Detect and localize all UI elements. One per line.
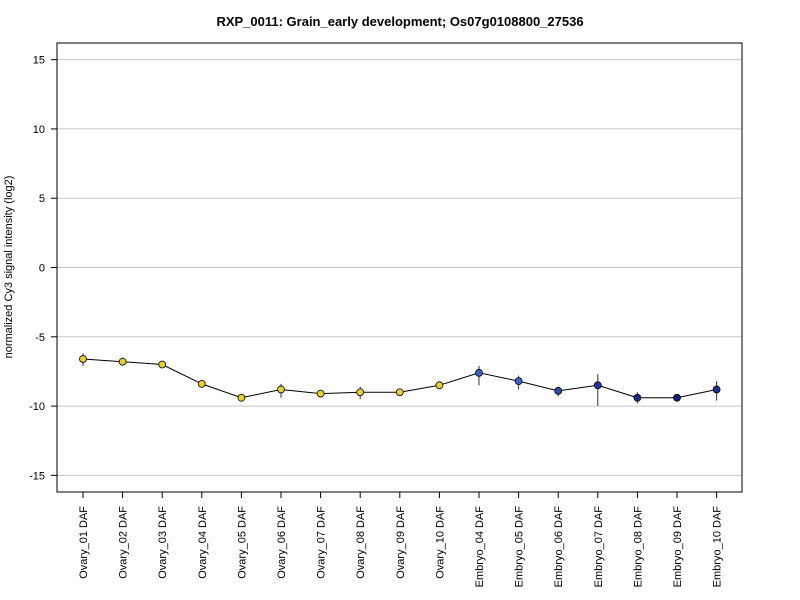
x-tick-label: Ovary_03 DAF (157, 506, 169, 579)
y-axis-label: normalized Cy3 signal intensity (log2) (3, 176, 15, 359)
data-point (237, 393, 246, 402)
x-tick-label: Ovary_08 DAF (355, 506, 367, 579)
x-tick-label: Embryo_10 DAF (712, 506, 724, 588)
x-tick-label: Ovary_01 DAF (78, 506, 90, 579)
data-point (277, 385, 285, 394)
data-point (712, 385, 721, 394)
data-point (395, 388, 404, 397)
y-tick-label: -10 (29, 401, 45, 413)
x-tick-label: Embryo_05 DAF (514, 506, 526, 588)
data-point (554, 386, 563, 395)
data-point (514, 377, 523, 386)
x-tick-label: Embryo_07 DAF (593, 506, 605, 588)
data-point (593, 381, 602, 390)
chart-title: RXP_0011: Grain_early development; Os07g… (216, 14, 583, 29)
data-point (118, 357, 127, 366)
data-point (475, 368, 483, 377)
data-point (356, 388, 365, 397)
y-tick-label: -15 (29, 470, 45, 482)
y-tick-label: -5 (35, 332, 45, 344)
x-axis: Ovary_01 DAF Ovary_02 DAF Ovary_03 DAF Ovar… (78, 492, 724, 587)
x-tick-label: Ovary_04 DAF (197, 506, 209, 579)
y-tick-label: 15 (33, 55, 45, 67)
x-tick-label: Ovary_10 DAF (434, 506, 446, 579)
x-tick-label: Embryo_08 DAF (632, 506, 644, 588)
data-point (633, 393, 642, 402)
x-tick-label: Ovary_05 DAF (236, 506, 248, 579)
data-point (673, 393, 681, 402)
y-tick-label: 10 (33, 124, 45, 136)
y-tick-label: 0 (39, 263, 45, 275)
y-axis: -15 -10 -5 0 5 10 15 (29, 55, 57, 482)
data-series (79, 353, 721, 407)
x-tick-label: Embryo_04 DAF (474, 506, 486, 588)
x-tick-label: Ovary_02 DAF (118, 506, 130, 579)
y-tick-label: 5 (39, 193, 45, 205)
data-point (79, 355, 87, 363)
data-point (158, 360, 167, 369)
data-point (316, 389, 325, 398)
grid-lines (57, 59, 742, 476)
x-tick-label: Embryo_09 DAF (672, 506, 684, 588)
data-point (435, 381, 444, 390)
x-tick-label: Ovary_06 DAF (276, 506, 288, 579)
x-tick-label: Ovary_07 DAF (316, 506, 328, 579)
x-tick-label: Ovary_09 DAF (395, 506, 407, 579)
data-point (197, 380, 206, 388)
x-tick-label: Embryo_06 DAF (553, 506, 565, 588)
